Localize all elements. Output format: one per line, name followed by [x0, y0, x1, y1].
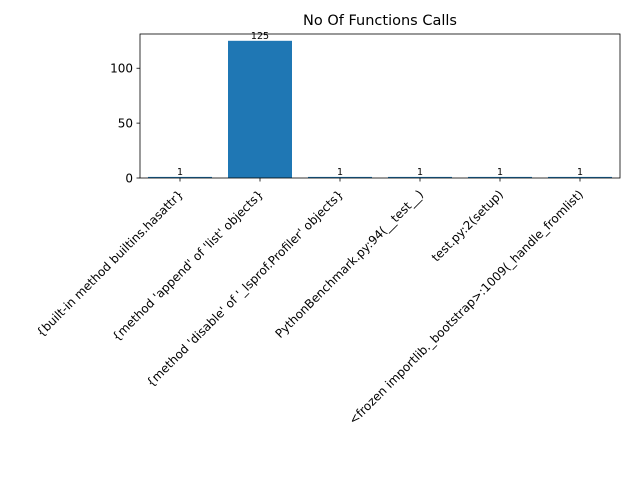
bar-value-label-3: 1 — [337, 167, 343, 178]
bar-2 — [228, 40, 292, 178]
bar-value-label-6: 1 — [577, 167, 583, 178]
y-tick-label-2: 50 — [118, 116, 133, 130]
bar-4 — [388, 176, 452, 178]
bar-value-label-5: 1 — [497, 167, 503, 178]
y-tick-label-3: 100 — [110, 62, 133, 76]
y-tick-label-1: 0 — [125, 171, 133, 185]
axes-frame — [139, 33, 621, 179]
chart-title: No Of Functions Calls — [303, 13, 457, 29]
bar-6 — [548, 176, 612, 178]
bar-value-label-2: 125 — [251, 31, 269, 42]
bar-3 — [308, 176, 372, 178]
bar-value-label-1: 1 — [177, 167, 183, 178]
bar-value-label-4: 1 — [417, 167, 423, 178]
bar-1 — [148, 176, 212, 178]
bar-5 — [468, 176, 532, 178]
